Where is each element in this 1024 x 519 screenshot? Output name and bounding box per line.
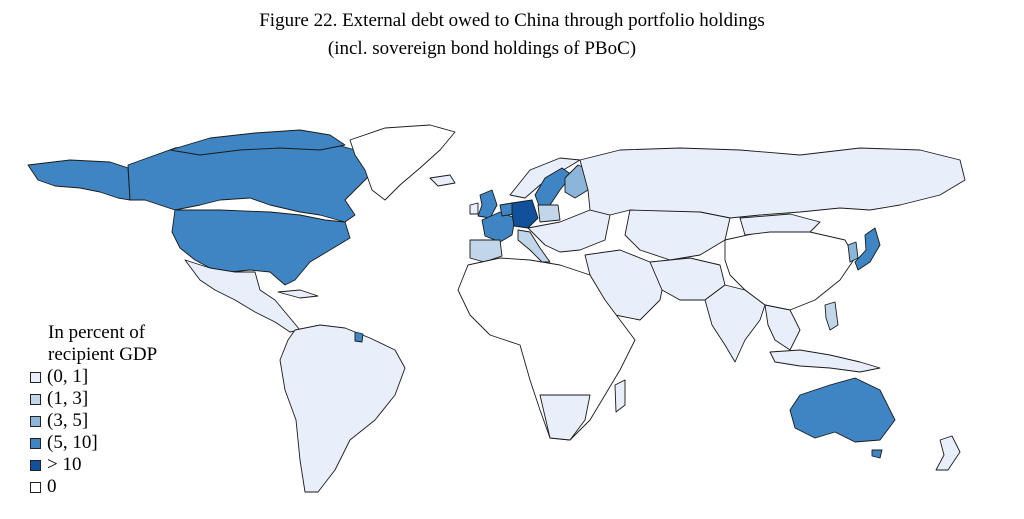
region-southern-africa	[539, 394, 591, 441]
region-alaska	[27, 159, 131, 201]
legend-item: (1, 3]	[30, 388, 157, 410]
legend-heading-line1: In percent of	[48, 322, 146, 343]
region-united-kingdom	[477, 189, 498, 219]
legend-label: 0	[47, 476, 57, 497]
legend-item: (3, 5]	[30, 410, 157, 432]
region-ireland	[469, 202, 479, 215]
region-arctic-islands	[169, 129, 346, 156]
legend-item: (5, 10]	[30, 432, 157, 454]
region-australia	[789, 377, 896, 443]
region-caribbean	[277, 289, 319, 299]
region-poland	[537, 204, 561, 223]
legend-item: (0, 1]	[30, 366, 157, 388]
region-greenland	[349, 124, 456, 201]
region-japan	[854, 227, 881, 271]
region-india	[704, 284, 766, 363]
region-italy	[517, 229, 551, 263]
legend-heading-line2: recipient GDP	[48, 344, 158, 365]
region-germany	[511, 199, 539, 229]
map-legend: In percent of recipient GDP (0, 1] (1, 3…	[30, 322, 157, 498]
legend-label: (3, 5]	[47, 410, 89, 431]
region-new-zealand	[935, 435, 961, 471]
legend-swatch	[30, 481, 41, 493]
region-france	[481, 211, 516, 243]
region-southeast-asia	[764, 304, 801, 351]
figure-title: Figure 22. External debt owed to China t…	[259, 10, 765, 31]
region-south-america	[279, 324, 406, 493]
region-africa	[457, 257, 636, 441]
region-eastern-europe	[527, 209, 611, 253]
legend-swatch	[30, 393, 41, 405]
figure-subtitle: (incl. sovereign bond holdings of PBoC)	[327, 38, 637, 59]
region-mongolia	[739, 213, 821, 236]
region-philippines	[824, 301, 839, 331]
region-central-asia	[624, 209, 731, 261]
legend-item: > 10	[30, 454, 157, 476]
legend-label: > 10	[47, 454, 82, 475]
legend-swatch	[30, 437, 41, 449]
region-united-states	[171, 209, 351, 286]
region-russia	[579, 147, 966, 219]
region-tasmania	[871, 449, 883, 459]
region-iceland	[429, 174, 456, 187]
legend-label: (5, 10]	[47, 432, 98, 453]
legend-label: (0, 1]	[47, 366, 89, 387]
region-indonesia	[769, 349, 881, 373]
legend-swatch	[30, 415, 41, 427]
region-madagascar	[614, 379, 626, 413]
region-french-guiana	[354, 331, 364, 343]
region-iberia	[469, 239, 503, 263]
region-korea	[847, 241, 859, 263]
legend-label: (1, 3]	[47, 388, 89, 409]
legend-swatch	[30, 459, 41, 471]
legend-swatch	[30, 371, 41, 383]
legend-item: 0	[30, 476, 157, 498]
